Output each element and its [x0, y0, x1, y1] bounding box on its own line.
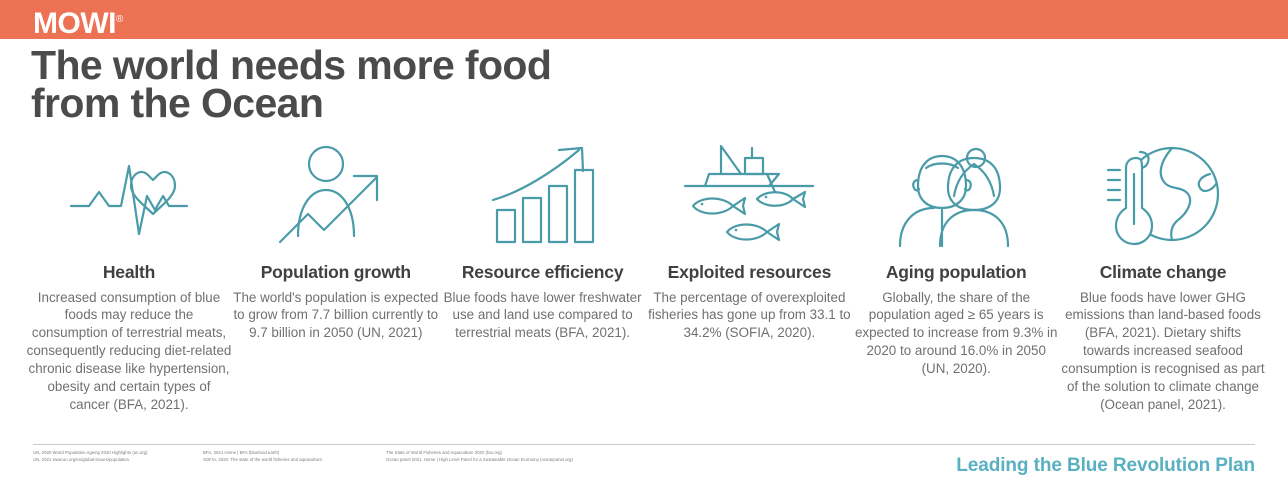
heartbeat-heart-icon [26, 140, 232, 248]
column-body: Blue foods have lower freshwater use and… [443, 289, 642, 341]
reference-line: Ocean panel 2021. Home | High Level Pane… [386, 456, 573, 462]
column-health: Health Increased consumption of blue foo… [26, 140, 232, 413]
person-growth-arrow-icon [233, 140, 439, 248]
column-title: Health [102, 262, 156, 282]
column-body: The percentage of overexploited fisherie… [648, 289, 851, 341]
column-title: Climate change [1099, 262, 1227, 282]
brand-header-bar: MOWI® [0, 0, 1288, 39]
reference-line: BFA, 2021 Home | BFA (bluefood.earth) [203, 450, 280, 455]
column-body: Blue foods have lower GHG emissions than… [1061, 289, 1265, 412]
column-title: Population growth [260, 262, 411, 282]
page-title-line-1: The world needs more food [31, 42, 552, 88]
fishing-boat-fish-icon [646, 140, 852, 248]
reference-line: UN, 2021 www.un.org/en/global-issues/pop… [33, 456, 131, 462]
references-block-1: UN, 2020 World Population Ageing 2020 Hi… [33, 450, 148, 463]
bar-chart-arrow-icon [440, 140, 646, 248]
registered-trademark-icon: ® [115, 14, 124, 25]
tagline: Leading the Blue Revolution Plan [956, 455, 1255, 476]
column-resource-efficiency: Resource efficiency Blue foods have lowe… [440, 140, 646, 342]
column-body: Increased consumption of blue foods may … [26, 289, 232, 412]
column-body: The world's population is expected to gr… [233, 289, 439, 341]
column-body: Globally, the share of the population ag… [854, 289, 1058, 376]
column-title: Resource efficiency [461, 262, 624, 282]
reference-line: The State of World Fisheries and Aquacul… [386, 450, 502, 455]
footer-divider [33, 444, 1255, 445]
column-climate-change: Climate change Blue foods have lower GHG… [1060, 140, 1266, 413]
reference-line: UN, 2020 World Population Ageing 2020 Hi… [33, 450, 148, 455]
globe-thermometer-icon [1060, 140, 1266, 248]
page-title-line-2: from the Ocean [31, 79, 324, 126]
column-population-growth: Population growth The world's population… [233, 140, 439, 342]
references-block-3: The State of World Fisheries and Aquacul… [386, 450, 573, 463]
page-title: The world needs more food from the Ocean [31, 45, 731, 124]
references-block-2: BFA, 2021 Home | BFA (bluefood.earth) SO… [203, 450, 323, 463]
mowi-logo: MOWI® [33, 5, 123, 39]
elderly-couple-icon [853, 140, 1059, 248]
reference-line: SOFIA, 2020. The state of the world fish… [203, 456, 324, 462]
benefits-columns: Health Increased consumption of blue foo… [26, 140, 1266, 435]
column-title: Exploited resources [667, 262, 832, 282]
column-title: Aging population [885, 262, 1027, 282]
mowi-logo-text: MOWI [33, 7, 116, 40]
column-exploited-resources: Exploited resources The percentage of ov… [646, 140, 852, 342]
column-aging-population: Aging population Globally, the share of … [853, 140, 1059, 378]
